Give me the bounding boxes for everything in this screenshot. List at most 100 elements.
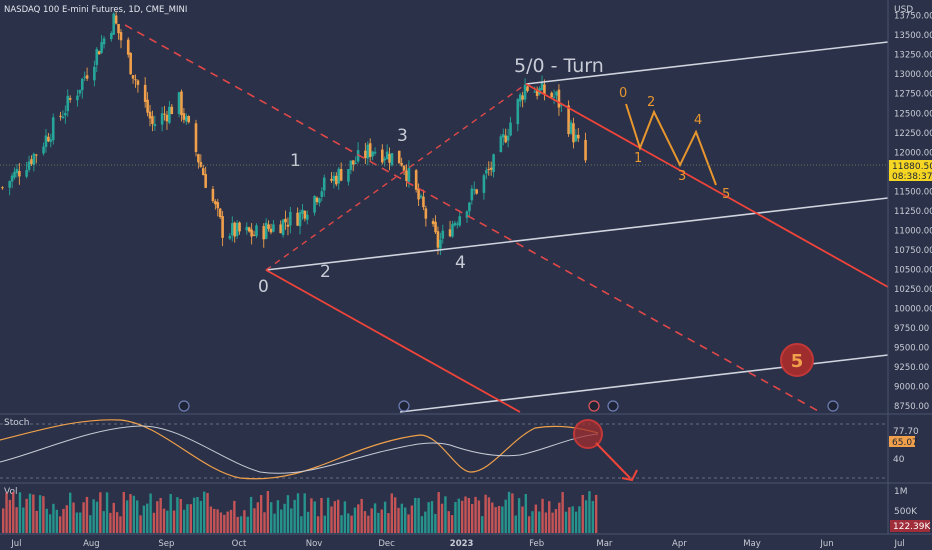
- volume-bar: [393, 497, 397, 533]
- candle-body: [10, 175, 14, 182]
- candle-body: [390, 153, 394, 165]
- proj-label-3: 3: [678, 169, 686, 184]
- candle-body: [322, 177, 326, 191]
- candle-body: [567, 105, 570, 134]
- volume-bar: [249, 496, 253, 533]
- volume-bar: [353, 507, 357, 533]
- candlestick-series: [1, 12, 587, 256]
- volume-bar: [501, 506, 504, 533]
- candle-body: [518, 94, 522, 102]
- volume-bar: [347, 513, 350, 533]
- volume-bar: [383, 501, 387, 533]
- candle-body: [83, 76, 86, 78]
- volume-bar: [223, 514, 226, 533]
- candle-body: [523, 84, 527, 100]
- price-tick-label: 11500.00: [894, 187, 932, 197]
- volume-bar: [407, 514, 410, 533]
- candle-body: [509, 122, 512, 136]
- candle-body: [117, 24, 120, 34]
- price-tick-label: 11250.00: [894, 207, 932, 217]
- event-icon[interactable]: [607, 400, 619, 412]
- volume-bar: [189, 504, 192, 533]
- dashed-red-line[interactable]: [124, 24, 821, 413]
- projected-wave-path[interactable]: [625, 103, 717, 186]
- event-icon[interactable]: [178, 400, 190, 412]
- volume-bar: [427, 502, 430, 533]
- stoch-turn-circle[interactable]: [573, 419, 603, 449]
- candle-body: [204, 174, 207, 188]
- candle-body: [417, 188, 420, 200]
- volume-bar: [259, 495, 263, 533]
- target-marker[interactable]: 5: [780, 343, 814, 377]
- stoch-pane: Stoch 40 77.70 65.07: [0, 418, 919, 482]
- candle-body: [535, 89, 539, 96]
- volume-bar: [360, 498, 363, 533]
- candle-body: [80, 78, 84, 91]
- volume-bar: [313, 501, 316, 533]
- price-tick-label: 10250.00: [894, 285, 932, 295]
- candle-body: [49, 139, 53, 142]
- stoch-down-arrow[interactable]: [595, 442, 631, 479]
- candle-body: [388, 153, 391, 163]
- candle-body: [151, 116, 154, 125]
- candle-body: [414, 170, 418, 190]
- event-icon[interactable]: [827, 400, 839, 412]
- stoch-d-line: [0, 425, 599, 474]
- volume-bar: [310, 498, 313, 533]
- candle-body: [112, 13, 116, 35]
- volume-bar: [15, 507, 18, 533]
- volume-bar: [290, 508, 293, 533]
- candle-body: [110, 33, 113, 40]
- proj-label-2: 2: [647, 95, 655, 110]
- red-trendline-lower[interactable]: [265, 269, 521, 413]
- candle-body: [214, 201, 217, 205]
- candle-body: [458, 216, 462, 226]
- volume-bar: [149, 493, 152, 533]
- volume-bar: [226, 511, 229, 533]
- candle-body: [407, 167, 411, 182]
- candle-body: [199, 162, 203, 167]
- volume-bar: [400, 503, 404, 533]
- candle-body: [470, 188, 474, 201]
- candle-body: [400, 163, 403, 166]
- candle-body: [349, 160, 353, 170]
- volume-bar: [377, 512, 380, 533]
- drawings: [124, 24, 889, 413]
- proj-label-4: 4: [694, 113, 702, 128]
- candle-body: [439, 239, 442, 249]
- candle-body: [44, 135, 48, 148]
- candle-body: [66, 95, 70, 112]
- candle-body: [576, 134, 580, 139]
- time-tick-label: May: [743, 539, 761, 549]
- volume-bar: [22, 507, 25, 533]
- candle-body: [436, 231, 440, 248]
- volume-bar: [417, 498, 420, 533]
- time-tick-label: Aug: [83, 539, 100, 549]
- event-icon[interactable]: [398, 400, 410, 412]
- volume-bar: [370, 508, 373, 533]
- candle-body: [8, 181, 11, 188]
- candle-body: [182, 113, 186, 120]
- volume-bar: [5, 492, 8, 533]
- candle-body: [34, 154, 38, 156]
- upper-channel-line[interactable]: [525, 41, 889, 85]
- volume-bar: [524, 494, 527, 533]
- candle-body: [47, 136, 50, 142]
- volume-bar: [303, 493, 306, 533]
- volume-bar: [588, 491, 591, 533]
- volume-bar: [578, 506, 581, 533]
- price-tick-label: 12250.00: [894, 129, 932, 139]
- middle-channel-line[interactable]: [265, 197, 889, 271]
- red-trendline-upper[interactable]: [525, 83, 889, 288]
- volume-bar: [18, 492, 22, 533]
- dashed-white-line-1[interactable]: [265, 83, 527, 271]
- candle-body: [250, 229, 253, 237]
- event-icon[interactable]: [588, 400, 600, 412]
- price-axis[interactable]: 13750.00 13500.00 13250.00 13000.00 12750.00…: [894, 12, 932, 413]
- volume-bar: [424, 511, 427, 533]
- volume-bar: [95, 501, 99, 533]
- time-tick-label: Sep: [158, 539, 174, 549]
- time-axis[interactable]: Jul Aug Sep Oct Nov Dec 2023 Feb Mar Apr May Jun Jul: [10, 539, 904, 549]
